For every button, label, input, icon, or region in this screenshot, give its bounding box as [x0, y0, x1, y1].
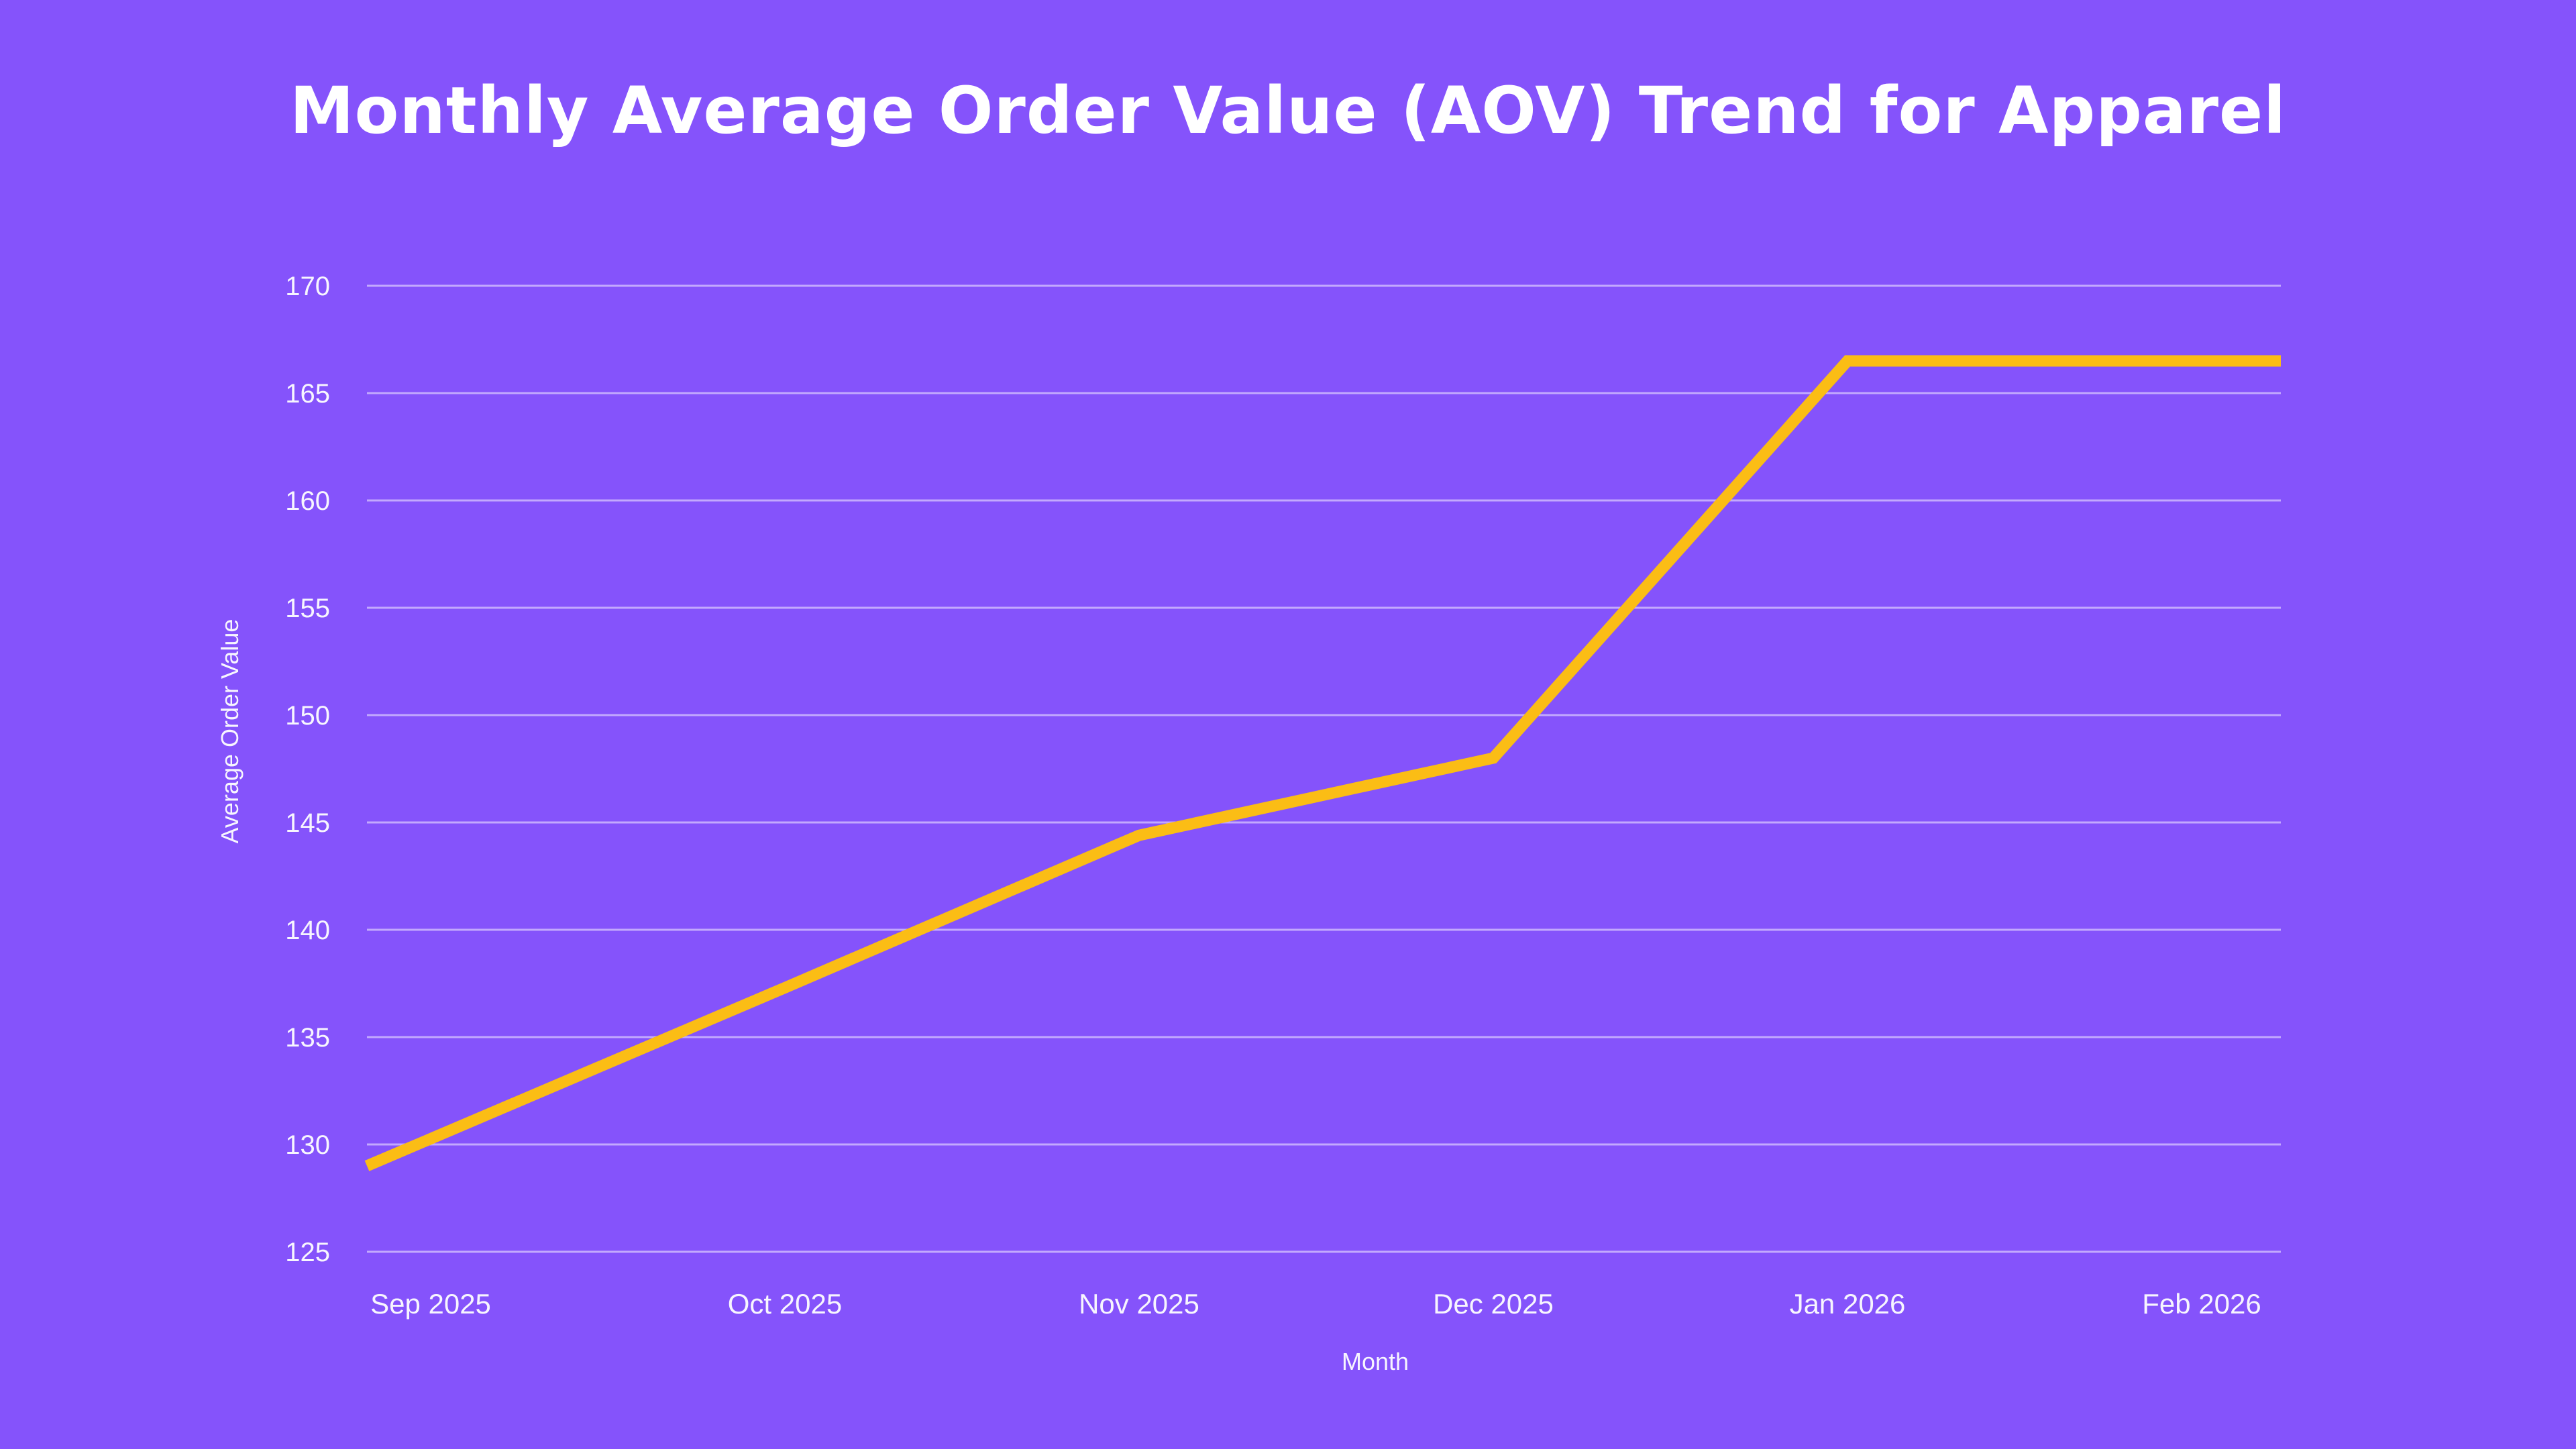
gridlines — [367, 284, 2281, 1253]
x-tick-label: Nov 2025 — [1079, 1288, 1199, 1320]
x-axis-tick-labels: Sep 2025 Oct 2025 Nov 2025 Dec 2025 Jan 2026… — [370, 1288, 2261, 1320]
trend-line — [364, 355, 2281, 1171]
y-tick-label: 125 — [285, 1238, 330, 1267]
x-axis-title: Month — [1342, 1348, 1409, 1375]
y-tick-label: 150 — [285, 701, 330, 731]
y-tick-label: 140 — [285, 916, 330, 945]
y-tick-label: 130 — [285, 1130, 330, 1160]
series-lines — [364, 355, 2281, 1171]
y-tick-label: 145 — [285, 808, 330, 838]
x-tick-label: Sep 2025 — [370, 1288, 491, 1320]
x-tick-label: Dec 2025 — [1433, 1288, 1554, 1320]
y-tick-label: 170 — [285, 272, 330, 301]
chart-title: Monthly Average Order Value (AOV) Trend … — [290, 73, 2286, 148]
y-axis-title: Average Order Value — [216, 619, 244, 844]
y-tick-label: 135 — [285, 1023, 330, 1053]
x-tick-label: Feb 2026 — [2142, 1288, 2261, 1320]
x-tick-label: Jan 2026 — [1790, 1288, 1906, 1320]
y-tick-label: 165 — [285, 379, 330, 409]
y-tick-label: 155 — [285, 594, 330, 623]
y-axis-tick-labels: 125 130 135 140 145 150 155 160 165 170 — [285, 272, 330, 1267]
x-tick-label: Oct 2025 — [728, 1288, 842, 1320]
y-tick-label: 160 — [285, 486, 330, 516]
